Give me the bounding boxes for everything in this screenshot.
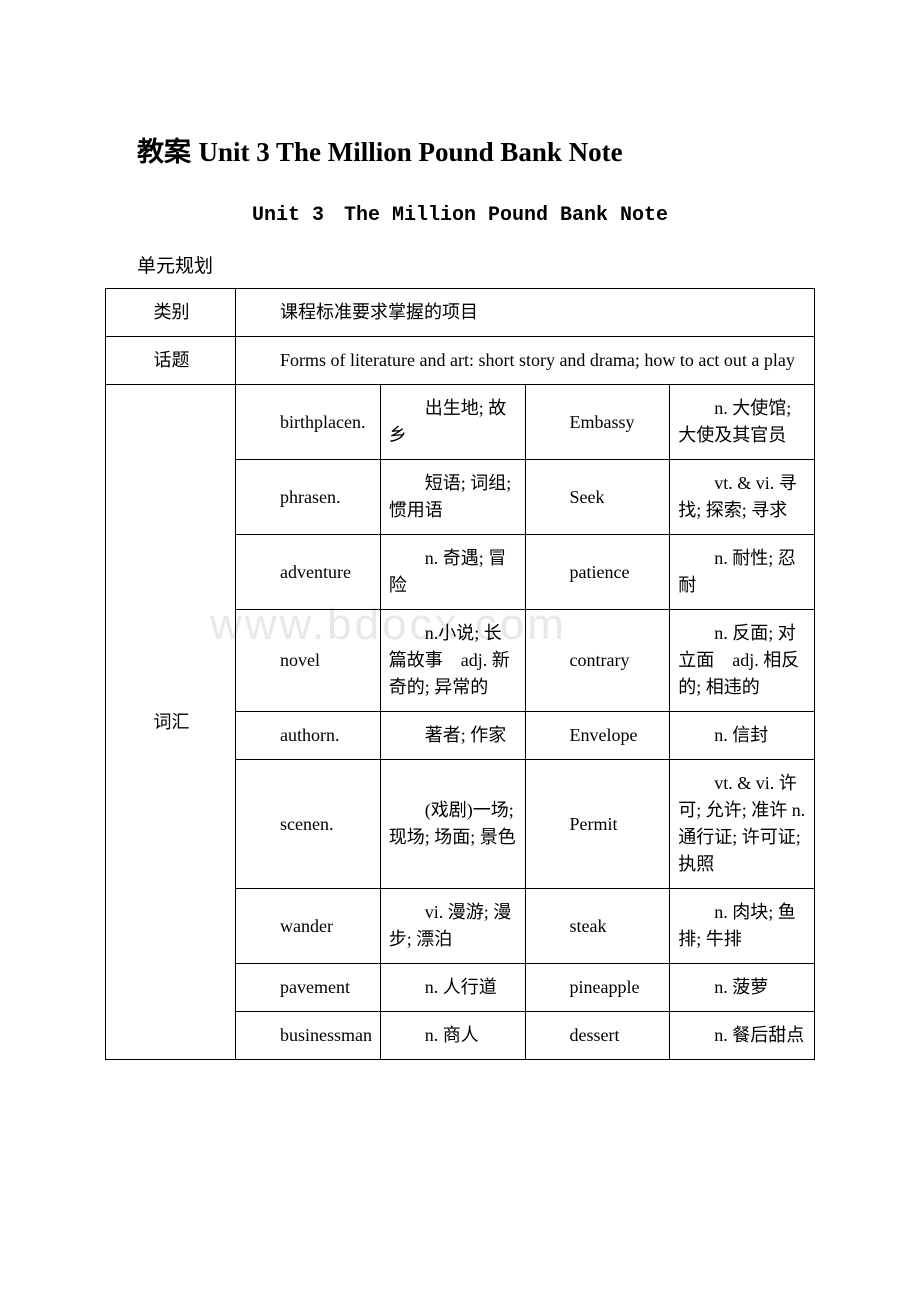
table-row: 词汇 birthplacen. 出生地; 故乡 Embassy n. 大使馆; … xyxy=(106,385,815,460)
header-category: 类别 xyxy=(106,289,236,337)
vocab-cn: 著者; 作家 xyxy=(380,712,525,760)
document-subtitle: Unit 3 The Million Pound Bank Note xyxy=(105,197,815,227)
topic-row: 话题 Forms of literature and art: short st… xyxy=(106,337,815,385)
title-prefix: 教案 xyxy=(137,137,199,167)
vocab-cn2: n. 菠萝 xyxy=(670,964,815,1012)
vocab-cn2: n. 大使馆; 大使及其官员 xyxy=(670,385,815,460)
topic-content: Forms of literature and art: short story… xyxy=(236,337,815,385)
vocab-en: pavement xyxy=(236,964,381,1012)
vocab-cn: 短语; 词组; 惯用语 xyxy=(380,460,525,535)
vocab-cn: n. 人行道 xyxy=(380,964,525,1012)
vocab-en2: dessert xyxy=(525,1012,670,1060)
vocab-en: birthplacen. xyxy=(236,385,381,460)
vocab-label-cell: 词汇 xyxy=(106,385,236,1060)
vocab-en: novel xyxy=(236,610,381,712)
vocab-en2: Embassy xyxy=(525,385,670,460)
vocab-en2: Seek xyxy=(525,460,670,535)
header-requirement: 课程标准要求掌握的项目 xyxy=(236,289,815,337)
document-title: 教案 Unit 3 The Million Pound Bank Note xyxy=(137,130,815,169)
vocab-en: authorn. xyxy=(236,712,381,760)
vocab-cn2: n. 信封 xyxy=(670,712,815,760)
vocab-cn: n. 奇遇; 冒险 xyxy=(380,535,525,610)
vocab-en2: pineapple xyxy=(525,964,670,1012)
vocab-cn2: n. 肉块; 鱼排; 牛排 xyxy=(670,889,815,964)
vocab-cn2: vt. & vi. 许可; 允许; 准许 n. 通行证; 许可证; 执照 xyxy=(670,760,815,889)
vocab-cn2: n. 反面; 对立面 adj. 相反的; 相违的 xyxy=(670,610,815,712)
topic-label: 话题 xyxy=(106,337,236,385)
vocab-cn2: n. 耐性; 忍耐 xyxy=(670,535,815,610)
vocab-en2: contrary xyxy=(525,610,670,712)
table-header-row: 类别 课程标准要求掌握的项目 xyxy=(106,289,815,337)
vocab-en2: Permit xyxy=(525,760,670,889)
vocab-en2: patience xyxy=(525,535,670,610)
vocab-en2: Envelope xyxy=(525,712,670,760)
vocab-cn: 出生地; 故乡 xyxy=(380,385,525,460)
vocab-en2: steak xyxy=(525,889,670,964)
title-main: Unit 3 The Million Pound Bank Note xyxy=(199,137,623,167)
vocab-cn: vi. 漫游; 漫步; 漂泊 xyxy=(380,889,525,964)
vocab-en: wander xyxy=(236,889,381,964)
vocab-cn2: n. 餐后甜点 xyxy=(670,1012,815,1060)
vocab-cn: n.小说; 长篇故事 adj. 新奇的; 异常的 xyxy=(380,610,525,712)
vocab-en: businessman xyxy=(236,1012,381,1060)
vocab-en: phrasen. xyxy=(236,460,381,535)
vocab-table: 类别 课程标准要求掌握的项目 话题 Forms of literature an… xyxy=(105,288,815,1060)
vocab-en: scenen. xyxy=(236,760,381,889)
vocab-en: adventure xyxy=(236,535,381,610)
section-label: 单元规划 xyxy=(137,251,815,278)
vocab-cn2: vt. & vi. 寻找; 探索; 寻求 xyxy=(670,460,815,535)
vocab-cn: (戏剧)一场; 现场; 场面; 景色 xyxy=(380,760,525,889)
vocab-cn: n. 商人 xyxy=(380,1012,525,1060)
document-page: 教案 Unit 3 The Million Pound Bank Note Un… xyxy=(0,0,920,1120)
